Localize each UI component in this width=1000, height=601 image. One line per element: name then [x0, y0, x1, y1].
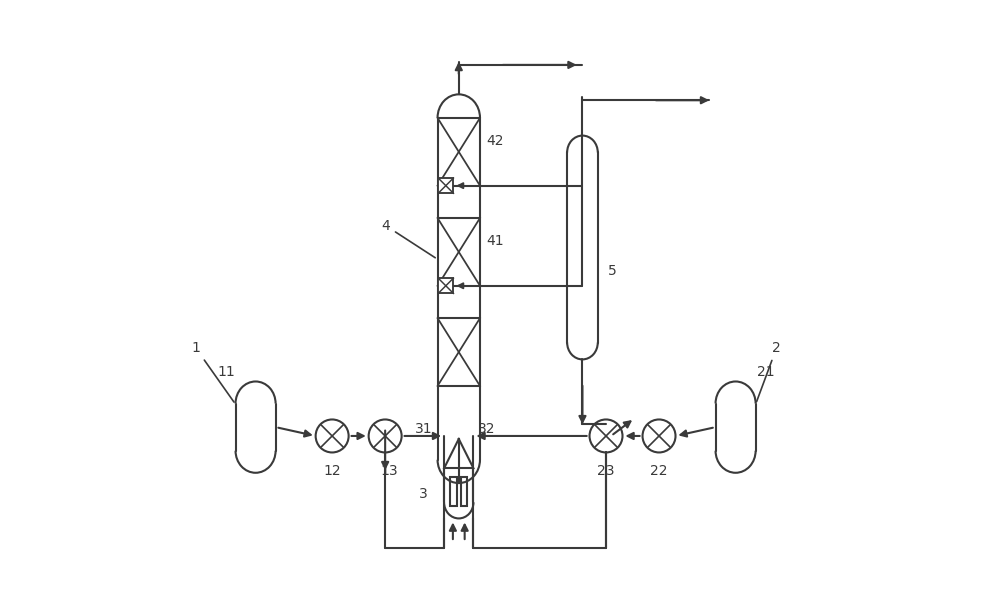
Bar	[461, 477, 467, 507]
Text: 3: 3	[419, 487, 428, 501]
Text: 5: 5	[608, 264, 617, 278]
Text: 13: 13	[380, 464, 398, 478]
Text: 2: 2	[757, 341, 781, 401]
Text: 4: 4	[382, 219, 435, 258]
Text: 31: 31	[415, 422, 432, 436]
Bar	[450, 477, 457, 507]
Text: 42: 42	[486, 134, 503, 148]
Text: 32: 32	[478, 422, 496, 436]
Text: 41: 41	[486, 234, 503, 248]
Text: 11: 11	[218, 365, 236, 379]
Text: 22: 22	[650, 464, 668, 478]
Text: 23: 23	[597, 464, 615, 478]
Text: 12: 12	[323, 464, 341, 478]
Text: 1: 1	[191, 341, 234, 402]
Bar	[438, 278, 453, 293]
Text: 21: 21	[757, 365, 774, 379]
Bar	[438, 178, 453, 194]
